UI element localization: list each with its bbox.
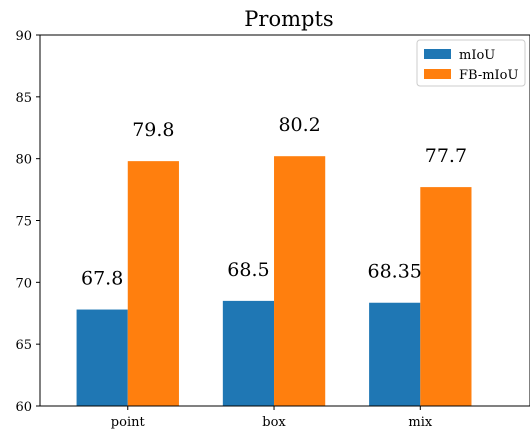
legend-label-fb-miou: FB-mIoU	[459, 68, 518, 83]
legend-label-miou: mIoU	[459, 48, 495, 63]
legend: mIoU FB-mIoU	[416, 39, 526, 87]
data-label-fb-miou-mix: 77.7	[425, 145, 467, 167]
data-label-fb-miou-point: 79.8	[132, 119, 174, 141]
x-tick-label-box: box	[262, 415, 286, 430]
data-label-miou-point: 67.8	[81, 268, 123, 290]
y-tick-label: 65	[15, 338, 32, 353]
bar-fb-miou-point	[127, 161, 179, 406]
x-tick-label-mix: mix	[408, 415, 432, 430]
bar-miou-mix	[369, 302, 421, 406]
data-label-fb-miou-box: 80.2	[278, 114, 320, 136]
y-axis: 60 65 70 75 80 85 90	[15, 29, 40, 415]
plot-frame	[39, 34, 530, 407]
bars	[76, 156, 472, 406]
y-tick-label: 75	[15, 215, 32, 230]
x-tick-label-point: point	[111, 415, 146, 430]
data-label-miou-mix: 68.35	[367, 261, 421, 283]
y-tick-label: 85	[15, 91, 32, 106]
bar-miou-point	[76, 309, 128, 406]
y-tick-label: 60	[15, 400, 32, 415]
data-label-miou-box: 68.5	[227, 259, 269, 281]
y-tick-label: 90	[15, 29, 32, 44]
legend-swatch-miou	[424, 49, 451, 59]
chart-title: Prompts	[244, 7, 333, 31]
legend-swatch-fb-miou	[424, 69, 451, 79]
x-axis: point box mix	[111, 406, 433, 430]
data-labels: 67.8 68.5 68.35 79.8 80.2 77.7	[81, 114, 467, 289]
bar-fb-miou-box	[274, 156, 326, 406]
y-tick-label: 80	[15, 153, 32, 168]
y-tick-label: 70	[15, 276, 32, 291]
bar-miou-box	[222, 300, 275, 406]
bar-fb-miou-mix	[420, 187, 472, 406]
